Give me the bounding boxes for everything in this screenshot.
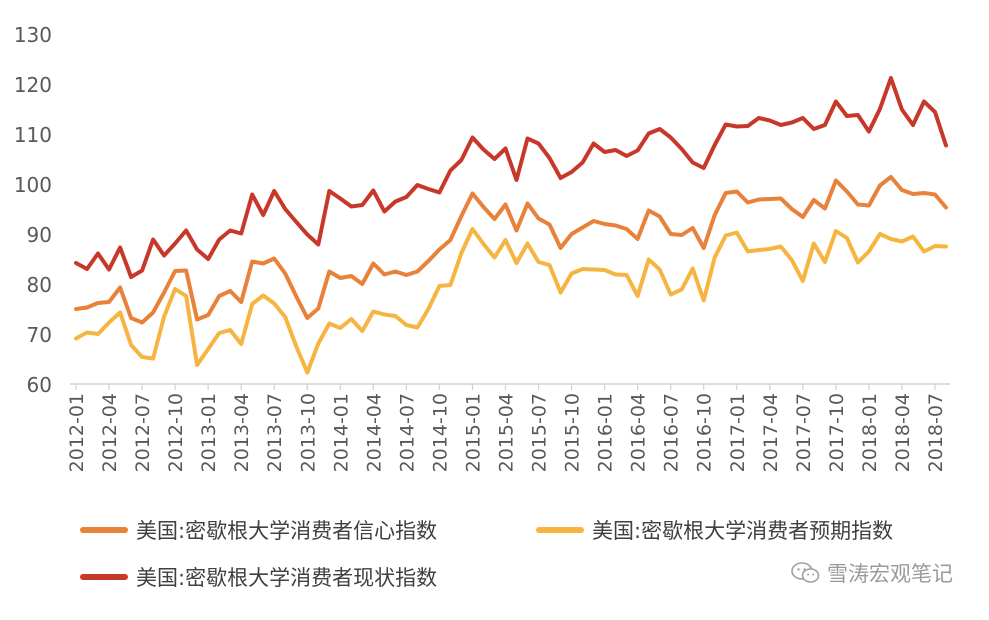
legend-swatch-current (80, 574, 128, 580)
legend-item-expectations: 美国:密歇根大学消费者预期指数 (536, 515, 893, 545)
legend-label-confidence: 美国:密歇根大学消费者信心指数 (136, 519, 438, 543)
x-tick-label: 2012-04 (99, 393, 121, 472)
x-tick-label: 2018-04 (892, 393, 914, 472)
x-tick-label: 2012-10 (165, 393, 187, 472)
legend-swatch-expectations (536, 527, 584, 533)
y-tick-label: 90 (27, 223, 52, 247)
series-layer (74, 76, 948, 375)
x-tick-label: 2012-01 (66, 393, 88, 472)
legend-label-expectations: 美国:密歇根大学消费者预期指数 (592, 519, 894, 543)
legend-label-current: 美国:密歇根大学消费者现状指数 (136, 566, 438, 590)
series-line-confidence (74, 175, 948, 325)
x-tick-label: 2015-07 (529, 393, 551, 472)
y-tick-label: 100 (14, 173, 52, 197)
x-axis: 2012-01 2012-04 2012-07 2012-10 2013-01 2013-… (66, 383, 950, 472)
x-tick-label: 2014-04 (363, 393, 385, 472)
x-tick-label: 2014-07 (396, 393, 418, 472)
x-tick-label: 2017-07 (793, 393, 815, 472)
x-tick-label: 2017-10 (826, 393, 848, 472)
watermark: 雪涛宏观笔记 (791, 558, 953, 588)
y-axis: 60 70 80 90 100 110 120 130 (14, 23, 52, 397)
x-tick-label: 2016-04 (628, 393, 650, 472)
x-tick-label: 2016-10 (694, 393, 716, 472)
x-tick-label: 2015-10 (562, 393, 584, 472)
x-tick-label: 2017-04 (760, 393, 782, 472)
x-tick-label: 2015-01 (462, 393, 484, 472)
legend-item-confidence: 美国:密歇根大学消费者信心指数 (80, 515, 437, 545)
y-tick-label: 110 (14, 123, 52, 147)
x-tick-label: 2016-01 (595, 393, 617, 472)
x-tick-label: 2012-07 (132, 393, 154, 472)
x-tick-label: 2014-10 (429, 393, 451, 472)
series-line-expectations (74, 227, 948, 375)
y-tick-label: 80 (27, 273, 52, 297)
y-tick-label: 70 (27, 323, 52, 347)
x-tick-label: 2015-04 (495, 393, 517, 472)
wechat-icon (791, 562, 820, 583)
x-tick-label: 2013-04 (231, 393, 253, 472)
x-tick-label: 2018-01 (859, 393, 881, 472)
x-tick-label: 2013-01 (198, 393, 220, 472)
legend-item-current: 美国:密歇根大学消费者现状指数 (80, 562, 437, 592)
x-tick-label: 2013-10 (297, 393, 319, 472)
y-tick-label: 130 (14, 23, 52, 47)
x-tick-label: 2016-07 (661, 393, 683, 472)
x-tick-label: 2013-07 (264, 393, 286, 472)
x-tick-label: 2018-07 (925, 393, 947, 472)
y-tick-label: 120 (14, 73, 52, 97)
legend-swatch-confidence (80, 527, 128, 533)
x-tick-label: 2014-01 (330, 393, 352, 472)
x-tick-label: 2017-01 (727, 393, 749, 472)
series-line-current (74, 76, 948, 279)
y-tick-label: 60 (27, 373, 52, 397)
watermark-text: 雪涛宏观笔记 (827, 562, 953, 586)
